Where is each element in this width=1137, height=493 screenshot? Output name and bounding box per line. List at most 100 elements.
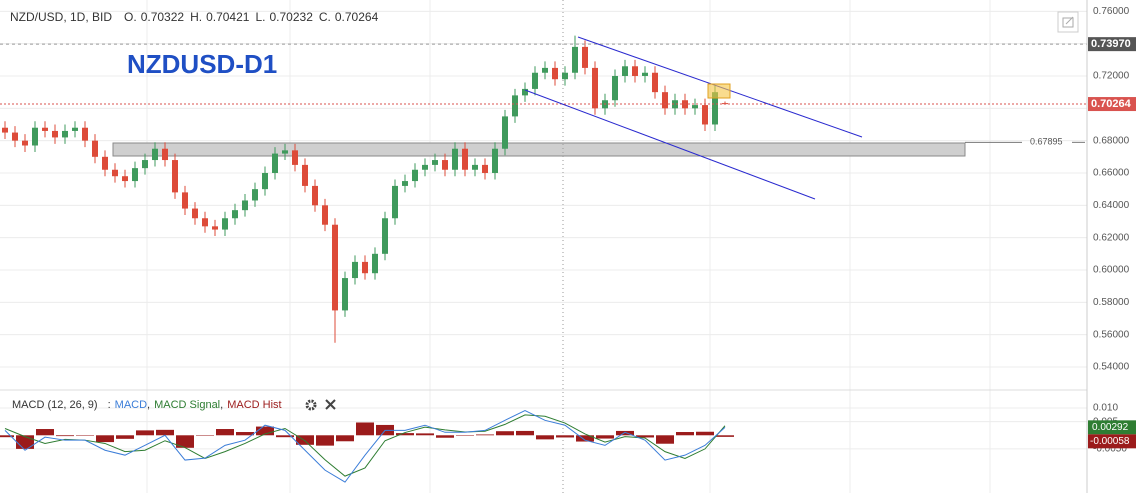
candle-body [2, 127, 8, 133]
current-price-label: 0.70264 [1091, 98, 1132, 110]
candle-body [652, 72, 658, 93]
candle-body [612, 75, 618, 101]
legend-separator: , [220, 399, 223, 411]
candle-body [572, 46, 578, 73]
candle-body [182, 192, 188, 209]
candle-body [172, 160, 178, 193]
candle-body [482, 164, 488, 173]
histogram-bar [36, 429, 54, 436]
close-icon[interactable] [325, 399, 336, 410]
candle-body [302, 164, 308, 186]
candle-body [372, 253, 378, 274]
y-tick-label: 0.60000 [1093, 265, 1130, 276]
ohlc-value: 0.70264 [335, 10, 379, 24]
y-tick-label: 0.010 [1093, 403, 1118, 414]
histogram-bar [616, 430, 634, 436]
support-zone [112, 142, 966, 157]
candle-body [62, 130, 68, 138]
candle-body [632, 66, 638, 76]
legend-separator: , [147, 399, 150, 411]
histogram-bar [56, 435, 74, 437]
candle-body [102, 156, 108, 170]
candle-body [352, 261, 358, 279]
y-tick-label: 0.76000 [1093, 6, 1130, 17]
candle-body [582, 46, 588, 68]
level-label: 0.67895 [1030, 137, 1063, 147]
candle-body [262, 172, 268, 190]
candle-body [132, 168, 138, 182]
settings-icon[interactable] [305, 399, 317, 411]
histogram-bar [656, 435, 674, 444]
chart-title: NZDUSD-D1 [127, 49, 277, 79]
candle-body [212, 226, 218, 230]
ohlc-value: 0.70421 [206, 10, 250, 24]
y-tick-label: 0.66000 [1093, 168, 1130, 179]
level-label: 0.73970 [1091, 38, 1131, 50]
candle-body [512, 95, 518, 117]
histogram-bar [476, 434, 494, 436]
histogram-bar [536, 435, 554, 440]
histogram-bar [556, 435, 574, 438]
candle-body [642, 72, 648, 76]
histogram-bar [256, 426, 274, 436]
histogram-bar [456, 435, 474, 436]
ohlc-label: C. [319, 10, 331, 24]
histogram-bar [116, 435, 134, 439]
candle-body [472, 164, 478, 170]
macd-value-label: 0.00292 [1092, 422, 1129, 433]
histogram-bar [636, 435, 654, 438]
candle-body [92, 140, 98, 157]
candle-body [112, 169, 118, 177]
legend-entry: MACD Signal [154, 399, 220, 411]
candle-body [12, 132, 18, 141]
histogram-bar [16, 435, 34, 449]
macd-line [4, 409, 726, 483]
y-tick-label: 0.58000 [1093, 297, 1130, 308]
histogram-bar [296, 435, 314, 445]
highlight-box [707, 83, 731, 99]
candle-body [322, 205, 328, 225]
ohlc-value: 0.70232 [269, 10, 313, 24]
candle-body [82, 127, 88, 141]
candle-body [292, 150, 298, 165]
fullscreen-button[interactable] [1057, 11, 1079, 33]
histogram-bar [196, 435, 214, 436]
candle-body [342, 278, 348, 311]
candle-body [332, 224, 338, 311]
ohlc-label: O. [124, 10, 137, 24]
legend-lead: : [108, 399, 111, 411]
candle-body [22, 140, 28, 146]
histogram-bar [236, 432, 254, 436]
candle-body [222, 218, 228, 230]
histogram-bar [136, 430, 154, 436]
candle-body [692, 105, 698, 109]
histogram-bar [276, 435, 294, 438]
y-tick-label: 0.72000 [1093, 71, 1130, 82]
candle-body [562, 72, 568, 80]
histogram-bar [336, 435, 354, 442]
candle-body [192, 208, 198, 219]
y-tick-label: 0.62000 [1093, 232, 1130, 243]
histogram-bar [96, 435, 114, 443]
histogram-bar [576, 435, 594, 442]
y-tick-label: 0.56000 [1093, 329, 1130, 340]
candle-body [532, 72, 538, 89]
candle-body [432, 160, 438, 165]
histogram-bar [76, 435, 94, 436]
candle-body [202, 218, 208, 227]
candle-body [232, 210, 238, 219]
candle-body [252, 189, 258, 201]
hist-value-box [1088, 434, 1136, 449]
header: NZD/USD, 1D, BID O. 0.70322 H. 0.70421 L. 0.70… [10, 10, 379, 24]
histogram-bar [416, 433, 434, 436]
candle-body [32, 127, 38, 146]
macd-legend: MACD (12, 26, 9): MACD, MACD Signal, MACD H… [12, 399, 282, 411]
candle-body [392, 185, 398, 219]
histogram-bar [496, 431, 514, 436]
candle-body [362, 261, 368, 274]
candle-body [52, 130, 58, 138]
candle-body [122, 176, 128, 182]
candle-body [492, 148, 498, 173]
macd-value-box [1088, 420, 1136, 435]
